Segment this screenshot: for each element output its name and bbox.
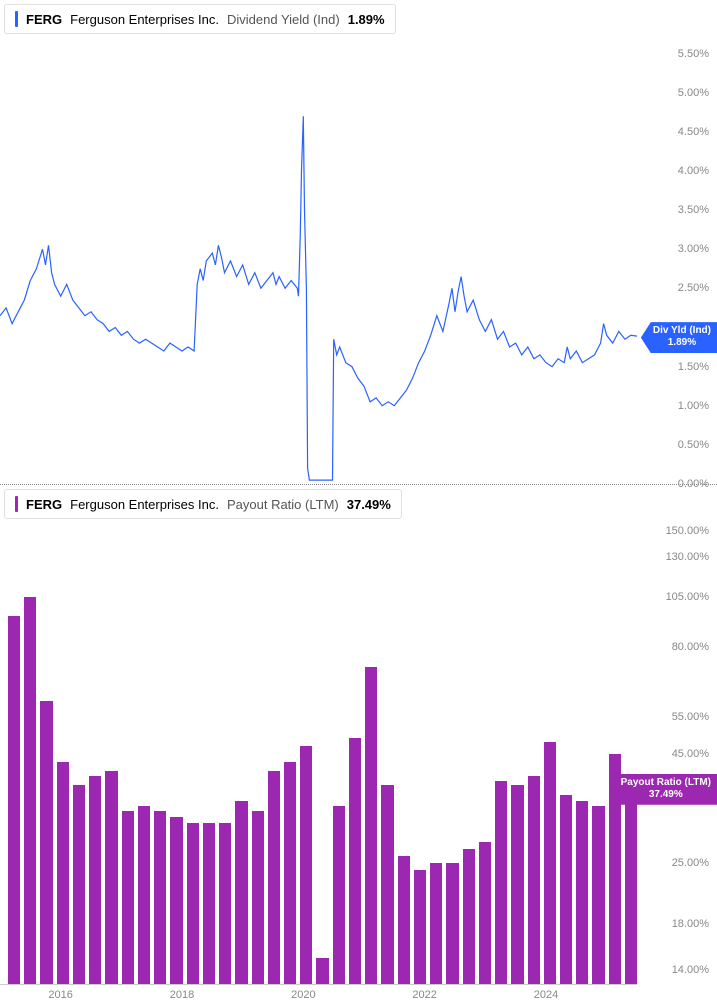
bar [138,806,150,984]
y-tick-label: 80.00% [672,641,709,653]
y-tick-label: 0.50% [678,439,709,451]
bar [446,863,458,984]
chart1-callout: Div Yld (Ind) 1.89% [641,322,717,353]
bar [528,776,540,984]
chart-container: FERG Ferguson Enterprises Inc. Dividend … [0,0,717,1004]
y-tick-label: 4.00% [678,165,709,177]
bar [398,856,410,984]
y-tick-label: 150.00% [666,525,709,537]
chart2-company: Ferguson Enterprises Inc. [70,497,219,512]
chart1-metric-name: Dividend Yield (Ind) [227,12,340,27]
chart2-metric-name: Payout Ratio (LTM) [227,497,339,512]
bar [479,842,491,984]
callout-value: 37.49% [621,789,711,801]
bar [219,823,231,984]
bar [349,738,361,984]
y-tick-label: 4.50% [678,126,709,138]
bar [414,870,426,984]
bar [495,781,507,985]
bar [284,762,296,984]
bar [73,785,85,984]
chart1-header: FERG Ferguson Enterprises Inc. Dividend … [4,4,396,34]
bar [122,811,134,984]
chart1-ticker: FERG [26,12,62,27]
y-tick-label: 55.00% [672,711,709,723]
chart2-header: FERG Ferguson Enterprises Inc. Payout Ra… [4,489,402,519]
callout-label: Div Yld (Ind) [653,325,711,337]
bar [24,597,36,984]
y-tick-label: 18.00% [672,918,709,930]
y-tick-label: 14.00% [672,964,709,976]
bar [511,785,523,984]
dividend-yield-chart: FERG Ferguson Enterprises Inc. Dividend … [0,0,717,485]
bar [187,823,199,984]
bar [235,801,247,984]
y-tick-label: 130.00% [666,551,709,563]
chart1-plot-area[interactable]: 0.00%0.50%1.00%1.50%2.00%2.50%3.00%3.50%… [0,34,717,484]
chart2-callout: Payout Ratio (LTM) 37.49% [609,774,717,805]
bar [40,701,52,984]
y-tick-label: 3.00% [678,243,709,255]
bar [576,801,588,984]
y-tick-label: 25.00% [672,857,709,869]
bar [381,785,393,984]
bar [592,806,604,984]
x-tick-label: 2016 [48,989,72,1001]
bar [57,762,69,984]
y-tick-label: 5.00% [678,87,709,99]
bar [89,776,101,984]
bar [316,958,328,985]
bar [268,771,280,984]
bar [300,746,312,984]
x-tick-label: 2020 [291,989,315,1001]
bar [560,795,572,984]
x-axis: 2016 2018 2020 2022 2024 [0,984,637,1004]
chart1-company: Ferguson Enterprises Inc. [70,12,219,27]
x-tick-label: 2018 [170,989,194,1001]
x-tick-label: 2022 [412,989,436,1001]
chart1-line-svg [0,34,637,484]
chart2-y-axis: 14.00%18.00%25.00%35.00%45.00%55.00%80.0… [637,519,717,984]
bar [154,811,166,984]
bar [105,771,117,984]
chart1-y-axis: 0.00%0.50%1.00%1.50%2.00%2.50%3.00%3.50%… [637,34,717,484]
bar [252,811,264,984]
bar [625,788,637,984]
bar [430,863,442,984]
y-tick-label: 105.00% [666,591,709,603]
y-tick-label: 1.00% [678,400,709,412]
y-tick-label: 2.50% [678,282,709,294]
chart2-ticker: FERG [26,497,62,512]
bar [463,849,475,984]
chart2-plot-area[interactable]: 14.00%18.00%25.00%35.00%45.00%55.00%80.0… [0,519,717,984]
y-tick-label: 1.50% [678,361,709,373]
chart2-accent [15,496,18,512]
chart2-bars [0,519,637,984]
y-tick-label: 5.50% [678,48,709,60]
bar [365,667,377,984]
callout-label: Payout Ratio (LTM) [621,777,711,789]
payout-ratio-chart: FERG Ferguson Enterprises Inc. Payout Ra… [0,485,717,1004]
y-tick-label: 3.50% [678,204,709,216]
bar [203,823,215,984]
y-tick-label: 45.00% [672,748,709,760]
chart1-accent [15,11,18,27]
x-tick-label: 2024 [534,989,558,1001]
bar [8,616,20,984]
bar [170,817,182,984]
callout-value: 1.89% [653,337,711,349]
bar [544,742,556,984]
chart1-metric-value: 1.89% [348,12,385,27]
bar [333,806,345,984]
chart2-metric-value: 37.49% [347,497,391,512]
